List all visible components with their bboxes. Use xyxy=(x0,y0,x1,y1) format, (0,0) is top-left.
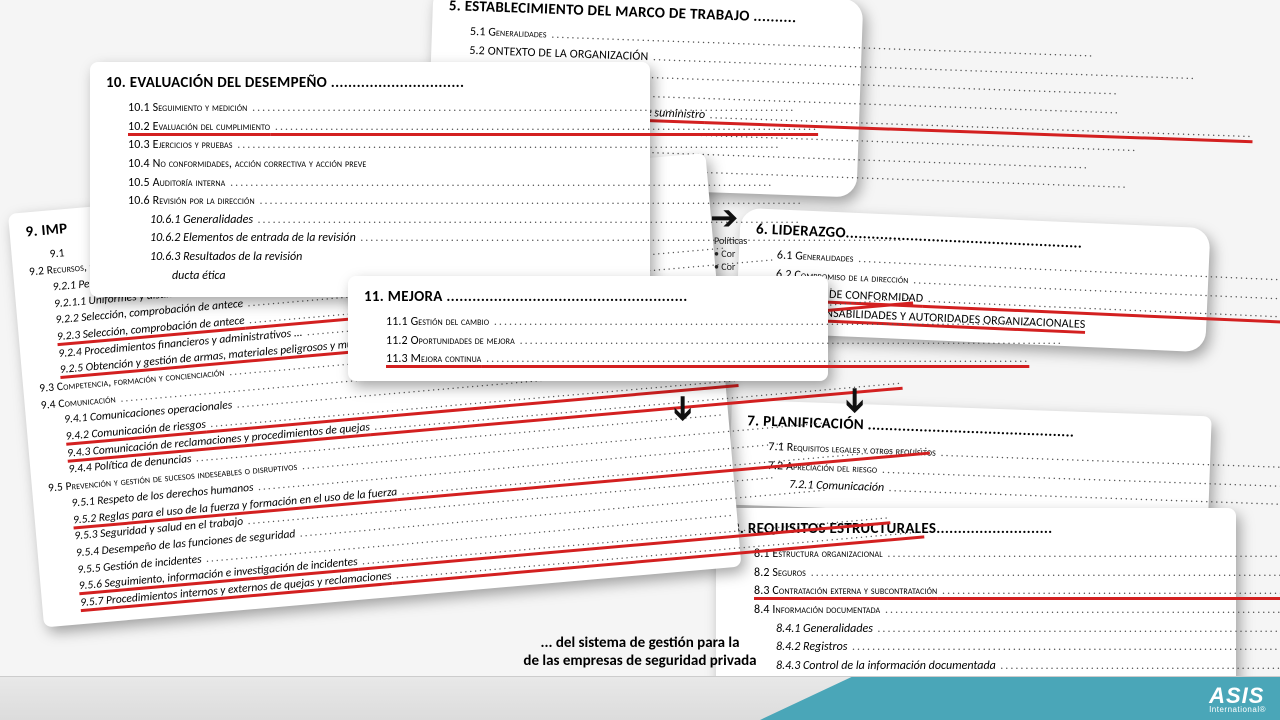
panel-section-10: 10. EVALUACIÓN DEL DESEMPEÑO ...........… xyxy=(90,62,650,297)
slide-caption: ... del sistema de gestión para la de la… xyxy=(0,634,1280,670)
toc-line: 10.4 No conformidades, acción correctiva… xyxy=(106,155,634,174)
panel-section-11: 11. MEJORA .............................… xyxy=(348,276,828,381)
toc-line: 11.1 Gestión del cambio xyxy=(364,313,812,332)
bullet-item: • Cor xyxy=(714,247,747,260)
toc-line: 10.6.2 Elementos de entrada de la revisi… xyxy=(106,229,634,248)
toc-line: 10.6 Revisión por la dirección xyxy=(106,192,634,211)
caption-line: ... del sistema de gestión para la xyxy=(540,634,739,652)
flow-arrow-icon: ➔ xyxy=(834,386,875,415)
toc-line: 10.1 Seguimiento y medición xyxy=(106,99,634,118)
footer-band: ASIS International® xyxy=(0,676,1280,720)
toc-line: 11.2 Oportunidades de mejora xyxy=(364,332,812,351)
bullet-item: • Cor xyxy=(714,260,747,273)
toc-line: 8.4 Información documentada xyxy=(732,601,1220,620)
panel-title: 10. EVALUACIÓN DEL DESEMPEÑO ...........… xyxy=(106,72,634,95)
toc-line: 8.3 Contratación externa y subcontrataci… xyxy=(732,582,1220,601)
footer-accent xyxy=(760,676,1280,720)
toc-line: 10.2 Evaluación del cumplimiento xyxy=(106,118,634,137)
logo-subtext: International® xyxy=(1209,705,1266,714)
toc-line: 8.1 Estructura organizacional xyxy=(732,545,1220,564)
background-bullets: Políticas • Cor • Cor xyxy=(714,234,747,273)
toc-line: 10.3 Ejercicios y pruebas xyxy=(106,136,634,155)
panel-title: 11. MEJORA .............................… xyxy=(364,286,812,309)
panel-body: 10.1 Seguimiento y medición10.2 Evaluaci… xyxy=(106,99,634,285)
caption-line: de las empresas de seguridad privada xyxy=(523,652,756,670)
toc-line: 10.5 Auditoría interna xyxy=(106,174,634,193)
flow-arrow-icon: ➔ xyxy=(662,394,703,423)
toc-line: 11.3 Mejora continua xyxy=(364,350,812,369)
toc-line: 8.2 Seguros xyxy=(732,564,1220,583)
flow-arrow-icon: ➔ xyxy=(710,198,739,239)
asis-logo: ASIS International® xyxy=(1209,683,1266,714)
toc-line: 10.6.3 Resultados de la revisión xyxy=(106,248,634,267)
toc-line: 10.6.1 Generalidades xyxy=(106,211,634,230)
panel-body: 11.1 Gestión del cambio11.2 Oportunidade… xyxy=(364,313,812,369)
